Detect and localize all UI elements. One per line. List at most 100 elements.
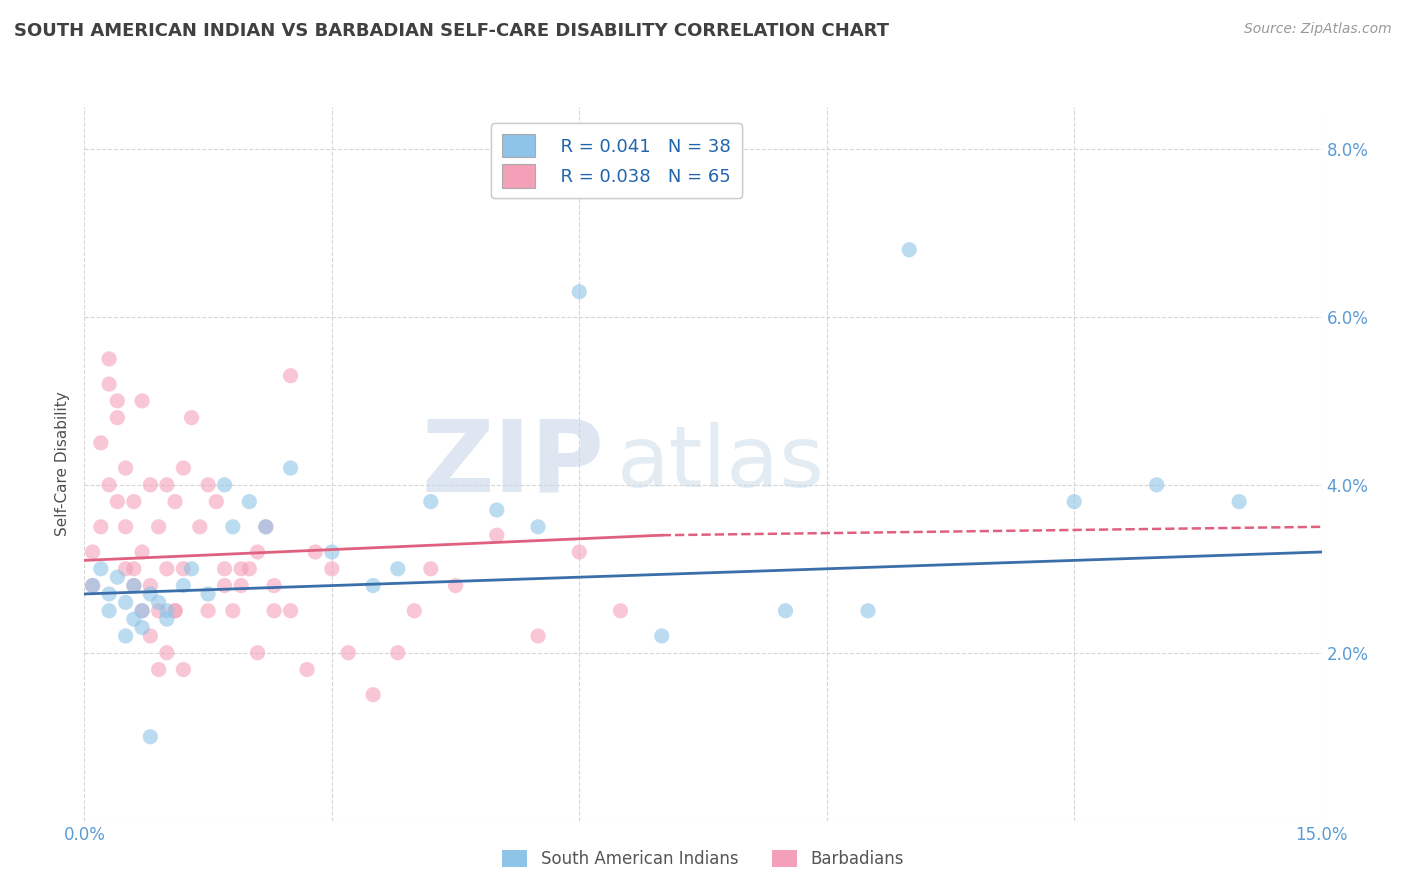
Point — [122, 494, 145, 508]
Point — [197, 478, 219, 492]
Point — [139, 478, 162, 492]
Point — [321, 545, 343, 559]
Point — [485, 503, 508, 517]
Point — [122, 578, 145, 592]
Point — [105, 570, 128, 584]
Point — [188, 520, 211, 534]
Point — [280, 604, 302, 618]
Point — [98, 377, 121, 392]
Point — [98, 587, 121, 601]
Point — [105, 393, 128, 408]
Point — [90, 562, 112, 576]
Point — [131, 545, 153, 559]
Point — [214, 562, 236, 576]
Point — [775, 604, 797, 618]
Point — [246, 646, 269, 660]
Text: SOUTH AMERICAN INDIAN VS BARBADIAN SELF-CARE DISABILITY CORRELATION CHART: SOUTH AMERICAN INDIAN VS BARBADIAN SELF-… — [14, 22, 889, 40]
Point — [122, 578, 145, 592]
Point — [609, 604, 631, 618]
Point — [222, 604, 245, 618]
Point — [214, 578, 236, 592]
Point — [131, 604, 153, 618]
Point — [222, 520, 245, 534]
Point — [156, 612, 179, 626]
Point — [280, 461, 302, 475]
Point — [280, 368, 302, 383]
Point — [214, 478, 236, 492]
Point — [165, 604, 187, 618]
Point — [419, 494, 441, 508]
Point — [156, 562, 179, 576]
Point — [1063, 494, 1085, 508]
Point — [197, 604, 219, 618]
Point — [527, 520, 550, 534]
Point — [82, 545, 104, 559]
Point — [131, 604, 153, 618]
Point — [254, 520, 277, 534]
Point — [197, 587, 219, 601]
Point — [295, 663, 318, 677]
Point — [172, 461, 194, 475]
Point — [172, 578, 194, 592]
Point — [361, 688, 384, 702]
Point — [114, 562, 136, 576]
Legend:   R = 0.041   N = 38,   R = 0.038   N = 65: R = 0.041 N = 38, R = 0.038 N = 65 — [491, 123, 741, 199]
Point — [82, 578, 104, 592]
Point — [148, 595, 170, 609]
Point — [165, 494, 187, 508]
Point — [105, 410, 128, 425]
Point — [156, 604, 179, 618]
Point — [444, 578, 467, 592]
Point — [246, 545, 269, 559]
Point — [1146, 478, 1168, 492]
Point — [98, 478, 121, 492]
Point — [98, 604, 121, 618]
Point — [419, 562, 441, 576]
Point — [856, 604, 879, 618]
Point — [148, 520, 170, 534]
Point — [229, 562, 252, 576]
Point — [139, 629, 162, 643]
Point — [114, 595, 136, 609]
Point — [148, 604, 170, 618]
Point — [205, 494, 228, 508]
Point — [122, 562, 145, 576]
Point — [321, 562, 343, 576]
Point — [361, 578, 384, 592]
Point — [180, 562, 202, 576]
Point — [172, 562, 194, 576]
Point — [172, 663, 194, 677]
Legend: South American Indians, Barbadians: South American Indians, Barbadians — [496, 843, 910, 875]
Point — [568, 285, 591, 299]
Point — [263, 578, 285, 592]
Text: ZIP: ZIP — [422, 416, 605, 512]
Point — [122, 612, 145, 626]
Point — [238, 494, 260, 508]
Point — [263, 604, 285, 618]
Point — [229, 578, 252, 592]
Point — [82, 578, 104, 592]
Point — [238, 562, 260, 576]
Point — [898, 243, 921, 257]
Point — [98, 351, 121, 366]
Text: atlas: atlas — [616, 422, 824, 506]
Point — [114, 461, 136, 475]
Point — [148, 663, 170, 677]
Point — [304, 545, 326, 559]
Point — [568, 545, 591, 559]
Point — [114, 629, 136, 643]
Point — [156, 646, 179, 660]
Point — [180, 410, 202, 425]
Point — [139, 578, 162, 592]
Point — [651, 629, 673, 643]
Point — [114, 520, 136, 534]
Point — [156, 478, 179, 492]
Point — [139, 587, 162, 601]
Point — [90, 520, 112, 534]
Point — [337, 646, 360, 660]
Point — [1227, 494, 1250, 508]
Point — [404, 604, 426, 618]
Point — [131, 621, 153, 635]
Point — [139, 730, 162, 744]
Text: Source: ZipAtlas.com: Source: ZipAtlas.com — [1244, 22, 1392, 37]
